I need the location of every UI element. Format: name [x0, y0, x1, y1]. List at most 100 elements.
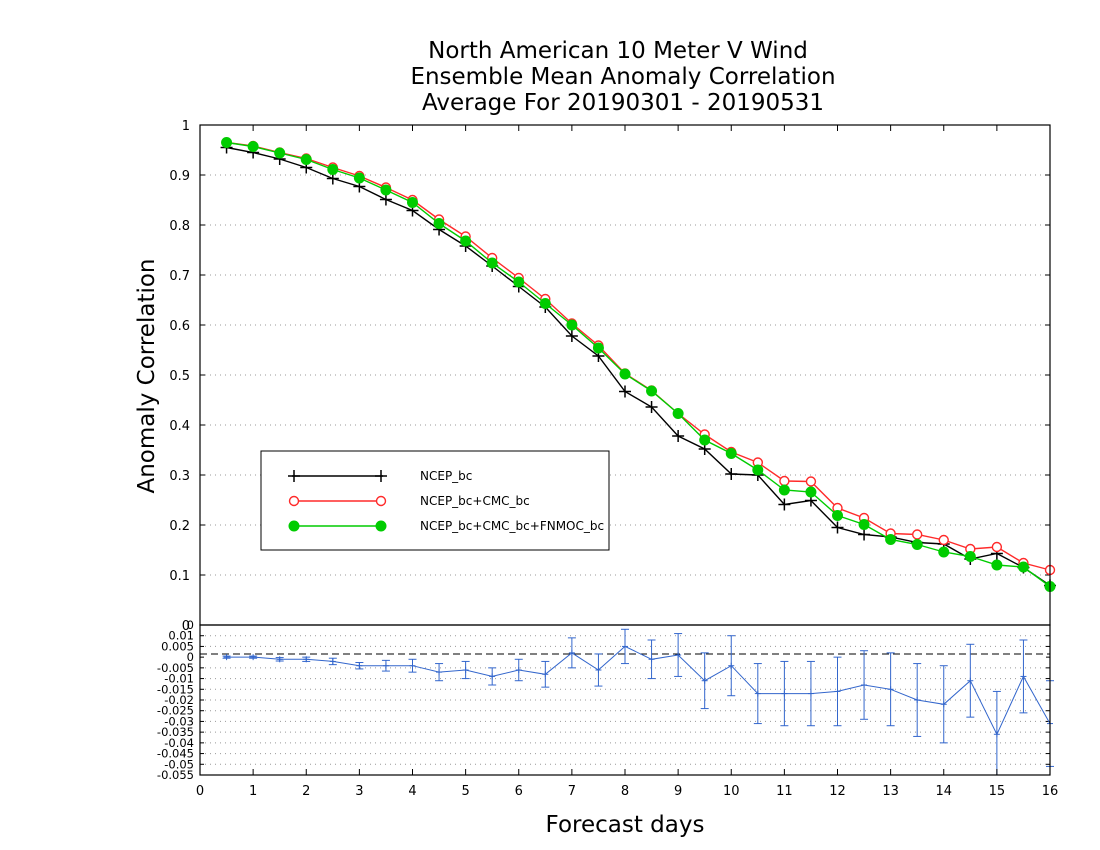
difference-point [701, 677, 708, 684]
legend: NCEP_bc NCEP_bc+CMC_bc NCEP_bc+CMC_bc+FNMO… [260, 450, 610, 551]
main-y-tick-label: 0.8 [169, 219, 190, 234]
difference-y-ticks: 0.010.0050-0.005-0.01-0.015-0.02-0.025-0… [157, 618, 1050, 782]
difference-point [462, 667, 469, 673]
difference-plot-panel: 0.010.0050-0.005-0.01-0.015-0.02-0.025-0… [157, 618, 1054, 782]
legend-marker [375, 520, 387, 532]
difference-point [622, 643, 628, 650]
series-point [779, 475, 790, 487]
x-tick-label: 16 [1042, 784, 1059, 799]
series-point [885, 534, 897, 545]
x-axis-ticks: 0 1 2 3 4 5 6 7 8 9 10 11 12 13 14 15 16 [196, 125, 1058, 799]
difference-point [329, 658, 336, 665]
series-point [513, 276, 525, 288]
difference-point [754, 690, 761, 697]
difference-point [303, 656, 310, 663]
x-tick-label: 15 [989, 784, 1006, 799]
main-y-tick-label: 0.6 [169, 319, 190, 334]
series-point [911, 529, 923, 540]
x-tick-label: 14 [935, 784, 952, 799]
series-point [991, 541, 1003, 553]
title-line-2: Ensemble Mean Anomaly Correlation [410, 64, 835, 90]
series-point [832, 510, 843, 521]
difference-y-tick-label: -0.025 [157, 704, 194, 718]
series-point [858, 528, 871, 541]
difference-point [807, 690, 814, 697]
main-y-tick-label: 0.9 [169, 169, 190, 184]
legend-marker [375, 470, 387, 482]
main-y-tick-label: 0.3 [169, 469, 190, 484]
series-point [407, 197, 418, 208]
legend-marker [288, 470, 300, 482]
series-point [221, 137, 233, 148]
main-y-tick-label: 0 [182, 619, 190, 634]
difference-y-tick-label: -0.005 [157, 661, 194, 675]
x-tick-label: 10 [723, 784, 740, 799]
difference-point [542, 671, 549, 678]
series-point [964, 551, 976, 562]
main-y-tick-label: 0.5 [169, 369, 190, 384]
series-point [274, 147, 286, 159]
series-point [565, 330, 578, 342]
x-tick-label: 13 [882, 784, 899, 799]
difference-y-tick-label: -0.05 [164, 757, 194, 771]
difference-y-tick-label: 0.01 [168, 629, 194, 643]
difference-point [382, 662, 389, 669]
legend-marker [288, 495, 300, 507]
legend-label: NCEP_bc [420, 469, 472, 483]
main-y-tick-label: 0.4 [169, 419, 190, 434]
legend-item: NCEP_bc+CMC_bc [288, 494, 530, 508]
difference-y-tick-label: -0.04 [164, 736, 194, 750]
series-point [991, 559, 1003, 571]
main-y-tick-label: 1 [182, 119, 190, 134]
difference-point [728, 662, 735, 669]
series-point [619, 385, 631, 398]
x-tick-label: 6 [515, 784, 523, 799]
difference-point [250, 654, 257, 661]
difference-point [436, 669, 443, 676]
difference-y-tick-label: -0.015 [157, 682, 194, 696]
series-point [1017, 561, 1029, 573]
series-point [858, 519, 870, 530]
difference-point [409, 662, 416, 669]
series-point [938, 534, 949, 546]
series-point [300, 154, 312, 165]
difference-point [223, 654, 230, 661]
main-plot-panel: 0 0.1 0.2 0.3 0.4 0.5 0.6 0.7 0.8 0.9 1 [169, 119, 1056, 634]
x-tick-label: 4 [408, 784, 416, 799]
difference-y-tick-label: -0.035 [157, 725, 194, 739]
x-tick-label: 5 [461, 784, 469, 799]
difference-point [489, 673, 496, 680]
legend-marker [375, 495, 387, 507]
y-axis-label: Anomaly Correlation [134, 258, 160, 493]
difference-point [781, 690, 788, 697]
series-point [646, 385, 658, 397]
x-tick-label: 0 [196, 784, 204, 799]
series-point [699, 434, 711, 446]
main-y-ticks: 0 0.1 0.2 0.3 0.4 0.5 0.6 0.7 0.8 0.9 1 [169, 119, 1050, 634]
difference-point [648, 656, 655, 663]
difference-point [967, 677, 974, 684]
series-point [460, 235, 472, 247]
difference-point [887, 686, 894, 693]
series-point [831, 521, 844, 534]
difference-point [914, 697, 921, 703]
series-2 [221, 137, 1056, 592]
difference-y-tick-label: 0 [187, 650, 194, 664]
series-point [778, 498, 791, 511]
main-y-tick-label: 0.1 [169, 569, 190, 584]
difference-point [515, 667, 522, 673]
x-axis-label: Forecast days [546, 812, 705, 838]
series-point [327, 164, 339, 175]
x-tick-label: 3 [355, 784, 363, 799]
legend-item: NCEP_bc+CMC_bc+FNMOC_bc [288, 519, 604, 533]
difference-point [675, 652, 682, 658]
series-point [672, 430, 685, 442]
series-point [725, 468, 738, 480]
main-y-tick-label: 0.7 [169, 269, 190, 284]
series-point [938, 546, 950, 558]
x-tick-label: 8 [621, 784, 629, 799]
difference-point [1020, 673, 1027, 680]
series-point [380, 184, 392, 196]
legend-marker [288, 520, 300, 532]
